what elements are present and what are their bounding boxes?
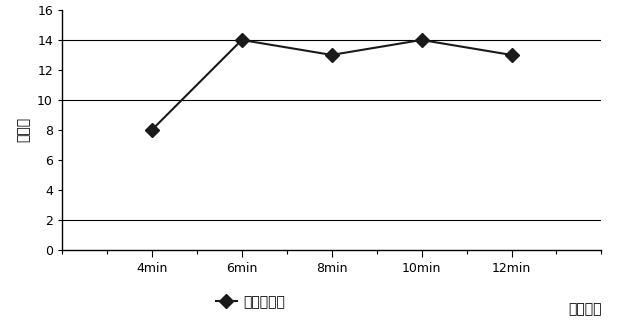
Y-axis label: 峰面积: 峰面积 [16, 117, 30, 143]
二甲基三硫 [328, 53, 335, 57]
二甲基三硫 [508, 53, 515, 57]
二甲基三硫 [418, 38, 425, 42]
Legend: 二甲基三硫: 二甲基三硫 [210, 290, 291, 315]
Line: 二甲基三硫: 二甲基三硫 [147, 35, 516, 135]
二甲基三硫 [238, 38, 246, 42]
二甲基三硫 [148, 128, 156, 132]
Text: 吹扫时间: 吹扫时间 [568, 302, 601, 316]
